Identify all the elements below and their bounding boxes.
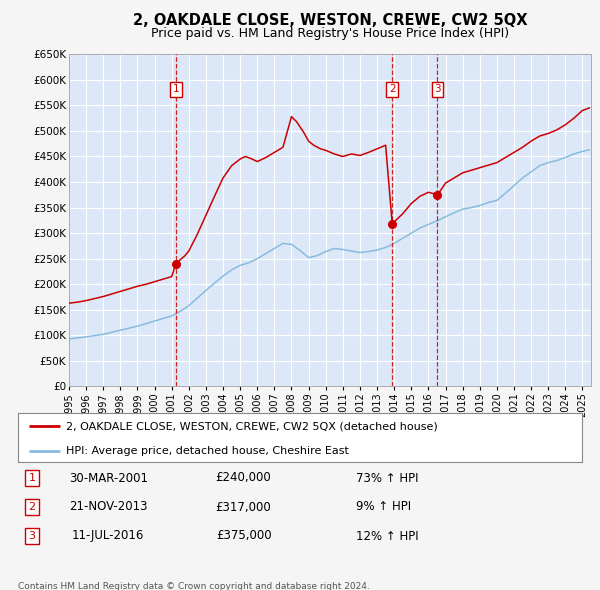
Text: £240,000: £240,000 xyxy=(216,471,271,484)
Text: £317,000: £317,000 xyxy=(216,500,271,513)
Text: 73% ↑ HPI: 73% ↑ HPI xyxy=(356,471,419,484)
Text: 11-JUL-2016: 11-JUL-2016 xyxy=(72,529,145,542)
Text: 12% ↑ HPI: 12% ↑ HPI xyxy=(356,529,419,542)
Text: 2, OAKDALE CLOSE, WESTON, CREWE, CW2 5QX (detached house): 2, OAKDALE CLOSE, WESTON, CREWE, CW2 5QX… xyxy=(66,421,437,431)
Text: Contains HM Land Registry data © Crown copyright and database right 2024.
This d: Contains HM Land Registry data © Crown c… xyxy=(18,582,370,590)
Text: 2: 2 xyxy=(389,84,395,94)
Text: 21-NOV-2013: 21-NOV-2013 xyxy=(69,500,148,513)
Text: £375,000: £375,000 xyxy=(216,529,271,542)
Text: 3: 3 xyxy=(29,531,35,541)
Text: 3: 3 xyxy=(434,84,441,94)
Text: 1: 1 xyxy=(172,84,179,94)
Text: 2: 2 xyxy=(29,502,35,512)
Text: HPI: Average price, detached house, Cheshire East: HPI: Average price, detached house, Ches… xyxy=(66,445,349,455)
Text: 30-MAR-2001: 30-MAR-2001 xyxy=(69,471,148,484)
Text: 2, OAKDALE CLOSE, WESTON, CREWE, CW2 5QX: 2, OAKDALE CLOSE, WESTON, CREWE, CW2 5QX xyxy=(133,13,527,28)
Text: 9% ↑ HPI: 9% ↑ HPI xyxy=(356,500,412,513)
Text: Price paid vs. HM Land Registry's House Price Index (HPI): Price paid vs. HM Land Registry's House … xyxy=(151,27,509,40)
Text: 1: 1 xyxy=(29,473,35,483)
